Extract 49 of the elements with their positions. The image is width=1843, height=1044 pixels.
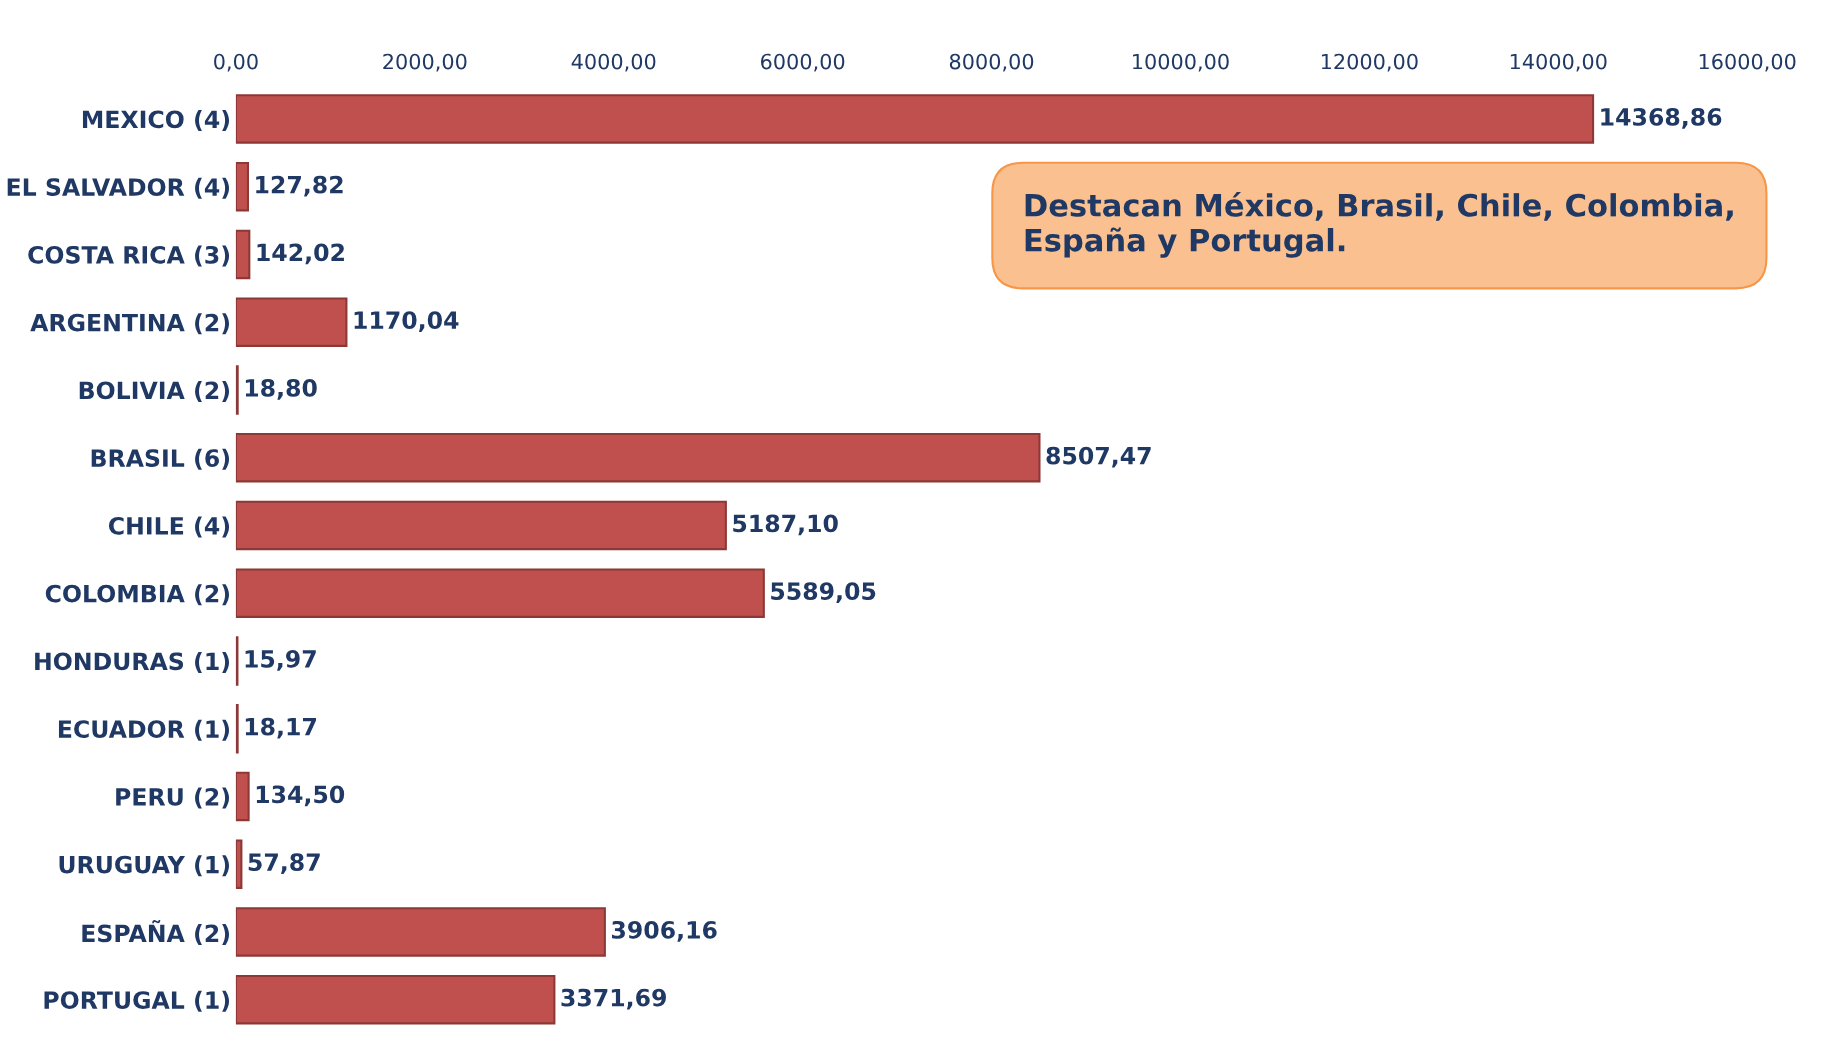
x-tick-label: 4000,00 — [571, 53, 656, 72]
y-tick-label: EL SALVADOR (4) — [7, 177, 230, 199]
y-tick-label: ARGENTINA (2) — [30, 313, 230, 335]
x-tick-label: 10000,00 — [1133, 53, 1229, 72]
bar — [235, 161, 250, 212]
x-tick-label: 0,00 — [214, 53, 258, 72]
data-label: 8507,47 — [1046, 446, 1151, 468]
x-tick-label: 14000,00 — [1510, 53, 1607, 72]
data-label: 18,17 — [245, 717, 316, 739]
y-tick-label: URUGUAY (1) — [59, 855, 230, 877]
bar — [235, 94, 1595, 144]
data-label: 15,97 — [245, 649, 316, 671]
y-tick-label: ECUADOR (1) — [58, 719, 230, 741]
bar — [235, 568, 765, 618]
bar — [235, 974, 556, 1025]
data-label: 5187,10 — [733, 514, 838, 536]
bar — [235, 297, 348, 347]
data-label: 134,50 — [256, 785, 345, 807]
y-tick-label: COLOMBIA (2) — [45, 584, 230, 606]
bar — [235, 500, 727, 551]
y-tick-label: MEXICO (4) — [82, 110, 230, 132]
y-tick-label: PORTUGAL (1) — [44, 990, 230, 1012]
annotation: Destacan México, Brasil, Chile, Colombia, España y Portugal. — [1025, 191, 1733, 258]
data-label: 127,82 — [256, 175, 343, 197]
y-tick-label: CHILE (4) — [108, 516, 230, 538]
x-tick-label: 12000,00 — [1321, 53, 1418, 72]
data-label: 18,80 — [245, 378, 317, 400]
y-tick-label: BRASIL (6) — [91, 448, 230, 470]
data-label: 1170,04 — [354, 311, 459, 333]
bar — [235, 771, 250, 822]
bar — [235, 839, 243, 889]
x-tick-label: 8000,00 — [949, 53, 1034, 72]
y-tick-label: HONDURAS (1) — [35, 652, 230, 674]
y-tick-label: PERU (2) — [116, 787, 230, 809]
y-tick-label: ESPAÑA (2) — [82, 920, 230, 946]
bar — [235, 907, 606, 957]
bar — [235, 432, 1041, 483]
x-tick-label: 6000,00 — [761, 53, 845, 72]
data-label: 14368,86 — [1601, 107, 1722, 129]
data-label: 5589,05 — [771, 582, 876, 604]
bar — [235, 229, 251, 280]
y-tick-label: COSTA RICA (3) — [28, 245, 230, 267]
data-label: 57,87 — [248, 853, 320, 875]
data-label: 3371,69 — [561, 988, 666, 1010]
y-tick-label: BOLIVIA (2) — [79, 381, 230, 403]
x-tick-label: 16000,00 — [1699, 53, 1796, 72]
data-label: 142,02 — [257, 243, 344, 265]
data-label: 3906,16 — [611, 920, 717, 942]
x-tick-label: 2000,00 — [383, 53, 467, 72]
